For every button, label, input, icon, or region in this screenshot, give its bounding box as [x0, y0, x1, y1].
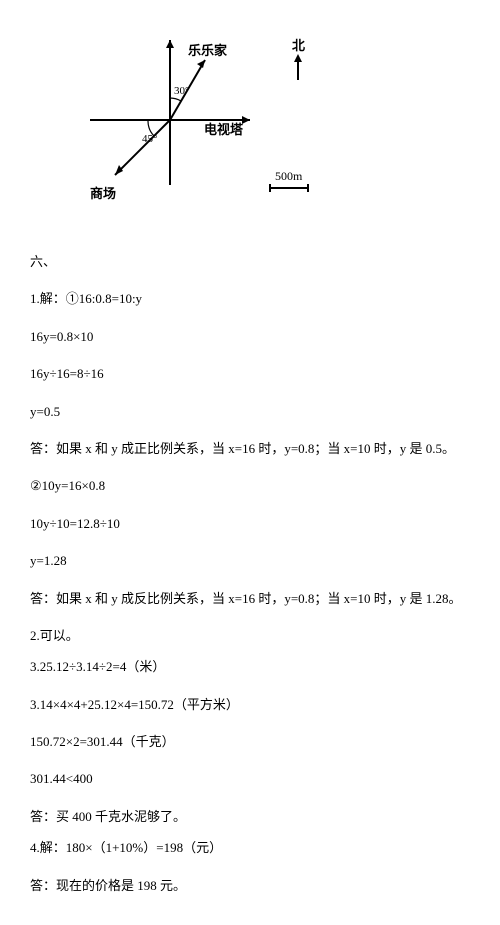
solution-line: 150.72×2=301.44（千克）	[30, 730, 470, 753]
solution-line: 301.44<400	[30, 767, 470, 790]
compass-diagram: 30° 45° 乐乐家 电视塔 商场 北 500m	[70, 20, 330, 220]
answer-line: 答：买 400 千克水泥够了。	[30, 805, 470, 828]
solution-line: 2.可以。	[30, 624, 470, 647]
answer-line: 答：如果 x 和 y 成正比例关系，当 x=16 时，y=0.8；当 x=10 …	[30, 437, 470, 460]
section-heading: 六、	[30, 250, 470, 273]
label-north: 北	[292, 38, 305, 53]
label-home: 乐乐家	[188, 43, 228, 58]
label-mall: 商场	[90, 186, 116, 201]
label-angle45: 45°	[142, 133, 157, 145]
solution-line: y=1.28	[30, 549, 470, 572]
answer-line: 答：如果 x 和 y 成反比例关系，当 x=16 时，y=0.8；当 x=10 …	[30, 587, 470, 610]
diagram-svg: 30° 45° 乐乐家 电视塔 商场 北 500m	[70, 20, 330, 220]
solution-line: 1.解：①16:0.8=10:y	[30, 287, 470, 310]
solution-line: 4.解：180×（1+10%）=198（元）	[30, 836, 470, 859]
label-tv-tower: 电视塔	[204, 122, 244, 137]
solution-line: y=0.5	[30, 400, 470, 423]
label-scale: 500m	[275, 169, 303, 183]
solution-line: 10y÷10=12.8÷10	[30, 512, 470, 535]
answer-line: 答：现在的价格是 198 元。	[30, 874, 470, 897]
solution-line: 3.25.12÷3.14÷2=4（米）	[30, 655, 470, 678]
label-angle30: 30°	[174, 85, 189, 97]
solution-line: 3.14×4×4+25.12×4=150.72（平方米）	[30, 693, 470, 716]
solution-line: 16y=0.8×10	[30, 325, 470, 348]
solution-line: 16y÷16=8÷16	[30, 362, 470, 385]
solution-line: ②10y=16×0.8	[30, 474, 470, 497]
